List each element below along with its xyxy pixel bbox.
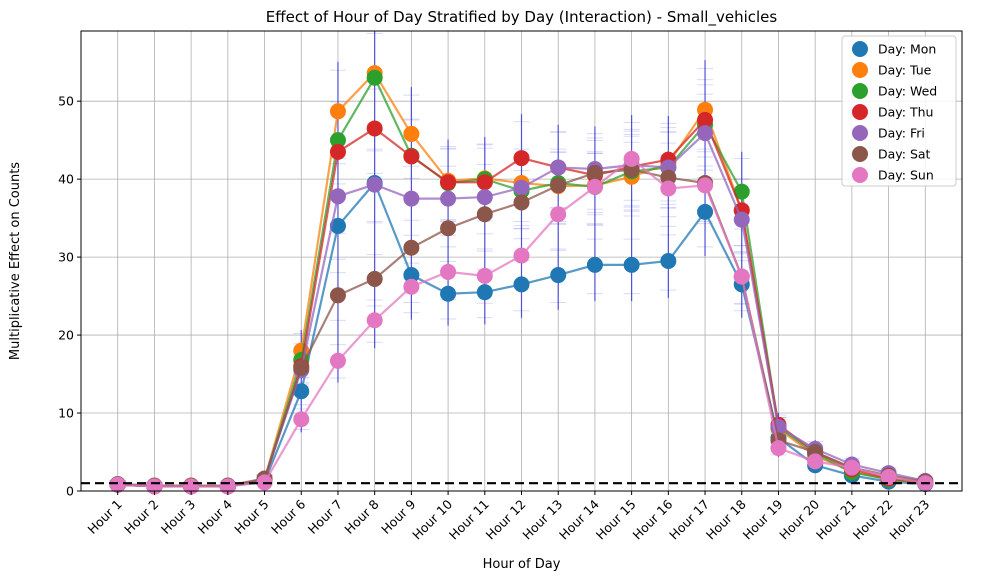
data-point xyxy=(513,247,530,264)
data-point xyxy=(440,190,457,207)
x-tick-label: Hour 6 xyxy=(268,496,308,536)
data-point xyxy=(293,359,310,376)
x-tick-label: Hour 5 xyxy=(231,497,271,537)
data-point xyxy=(109,476,126,493)
data-point xyxy=(697,111,714,128)
legend-label: Day: Fri xyxy=(878,126,925,141)
legend-marker xyxy=(852,104,868,120)
data-point xyxy=(329,103,346,120)
data-point xyxy=(403,148,420,165)
data-point xyxy=(293,383,310,400)
data-point xyxy=(586,164,603,181)
data-point xyxy=(476,189,493,206)
data-point xyxy=(586,256,603,273)
legend-marker xyxy=(852,83,868,99)
data-point xyxy=(329,217,346,234)
legend-box xyxy=(841,35,957,187)
data-point xyxy=(366,312,383,329)
data-point xyxy=(403,267,420,284)
data-point xyxy=(550,267,567,284)
chart-title: Effect of Hour of Day Stratified by Day … xyxy=(266,8,778,27)
y-tick-label: 10 xyxy=(58,406,74,421)
data-point xyxy=(329,132,346,149)
data-point xyxy=(403,125,420,142)
data-point xyxy=(697,203,714,220)
data-point xyxy=(807,453,824,470)
data-point xyxy=(733,183,750,200)
data-point xyxy=(843,459,860,476)
data-point xyxy=(329,287,346,304)
x-tick-label: Hour 2 xyxy=(121,497,161,537)
data-point xyxy=(660,180,677,197)
data-point xyxy=(329,352,346,369)
data-point xyxy=(660,253,677,269)
legend-label: Day: Mon xyxy=(878,42,936,57)
data-point xyxy=(697,125,714,142)
data-point xyxy=(476,284,493,301)
data-point xyxy=(476,267,493,284)
legend-label: Day: Thu xyxy=(878,105,933,120)
data-point xyxy=(586,178,603,195)
data-point xyxy=(403,278,420,295)
y-tick-label: 50 xyxy=(58,94,74,109)
x-tick-label: Hour 3 xyxy=(158,497,198,537)
data-point xyxy=(770,440,787,457)
data-point xyxy=(366,270,383,287)
data-point xyxy=(623,256,640,273)
data-point xyxy=(366,176,383,193)
x-tick-label: Hour 8 xyxy=(341,496,381,536)
data-point xyxy=(550,159,567,176)
x-tick-label: Hour 7 xyxy=(305,497,345,537)
y-tick-label: 20 xyxy=(58,328,74,343)
data-point xyxy=(366,120,383,137)
legend-marker xyxy=(852,62,868,78)
data-point xyxy=(440,285,457,302)
y-tick-label: 0 xyxy=(66,484,74,499)
x-axis-label: Hour of Day xyxy=(483,557,561,572)
legend-marker xyxy=(852,146,868,162)
x-tick-label: Hour 4 xyxy=(195,496,235,536)
data-point xyxy=(513,150,530,167)
data-point xyxy=(440,174,457,191)
x-tick-label: Hour 23 xyxy=(886,497,932,543)
data-point xyxy=(440,263,457,280)
data-point xyxy=(329,188,346,205)
legend: Day: Mon Day: Tue Day: Wed Day: Thu Day: Fri… xyxy=(841,35,957,187)
data-point xyxy=(440,220,457,237)
data-point xyxy=(550,206,567,223)
data-point xyxy=(513,194,530,211)
legend-label: Day: Wed xyxy=(878,84,937,99)
y-tick-label: 40 xyxy=(58,172,74,187)
data-point xyxy=(733,268,750,285)
legend-label: Day: Sun xyxy=(878,168,934,183)
data-point xyxy=(623,150,640,167)
data-point xyxy=(513,276,530,293)
data-point xyxy=(329,143,346,160)
data-point xyxy=(733,211,750,228)
legend-marker xyxy=(852,41,868,57)
data-point xyxy=(513,179,530,196)
y-axis-label: Multiplicative Effect on Counts xyxy=(8,162,23,360)
data-point xyxy=(293,411,310,428)
data-point xyxy=(880,468,897,485)
data-point xyxy=(476,206,493,223)
data-point xyxy=(476,174,493,191)
legend-marker xyxy=(852,167,868,183)
data-point xyxy=(403,239,420,256)
x-tick-label: Hour 1 xyxy=(84,497,124,537)
legend-label: Day: Sat xyxy=(878,147,931,162)
legend-label: Day: Tue xyxy=(878,63,932,78)
data-point xyxy=(366,69,383,86)
legend-marker xyxy=(852,125,868,141)
data-point xyxy=(550,177,567,194)
y-tick-label: 30 xyxy=(58,250,74,265)
data-point xyxy=(697,177,714,194)
data-point xyxy=(403,190,420,207)
